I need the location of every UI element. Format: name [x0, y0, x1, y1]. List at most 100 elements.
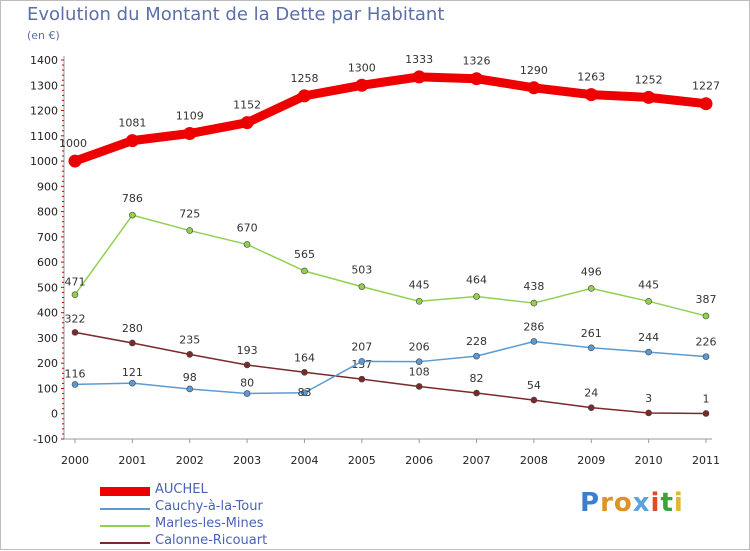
data-point	[129, 379, 136, 387]
data-point	[587, 344, 595, 352]
data-label: 464	[466, 273, 487, 286]
data-label: 387	[696, 293, 717, 306]
data-point	[243, 361, 251, 369]
data-point	[587, 404, 595, 411]
data-label: 228	[466, 335, 487, 348]
legend-swatch	[100, 542, 150, 544]
x-tick-label: 2009	[577, 454, 605, 467]
data-label: 1258	[290, 72, 318, 85]
data-point	[415, 358, 423, 365]
data-point	[530, 299, 538, 307]
legend-label: AUCHEL	[155, 482, 208, 497]
series-line-marles-les-mines	[74, 214, 707, 317]
data-label: 116	[65, 367, 86, 380]
data-point	[645, 297, 652, 305]
data-label: 1333	[405, 53, 433, 66]
y-tick-label: 0	[51, 408, 58, 421]
data-point	[473, 352, 480, 360]
data-point	[355, 78, 369, 92]
data-label: 121	[122, 366, 143, 379]
data-label: 98	[183, 371, 197, 384]
legend-label: Marles-les-Mines	[155, 516, 264, 531]
data-point	[243, 390, 251, 397]
data-point	[186, 227, 194, 234]
y-tick-label: 1400	[30, 54, 58, 67]
data-point	[301, 267, 308, 275]
y-tick-label: 1000	[30, 155, 58, 168]
data-point	[301, 368, 308, 376]
logo-letter: t	[660, 488, 674, 518]
data-label: 670	[237, 221, 258, 234]
y-tick-label: 200	[37, 357, 58, 370]
data-point	[129, 339, 136, 347]
data-point	[240, 116, 254, 130]
logo-letter: o	[613, 488, 633, 518]
data-point	[358, 283, 366, 290]
data-point	[415, 383, 423, 390]
data-point	[645, 409, 652, 417]
data-point	[702, 312, 710, 320]
x-tick-label: 2008	[520, 454, 548, 467]
legend-swatch	[100, 487, 150, 496]
data-label: 565	[294, 248, 315, 261]
y-tick-label: 900	[37, 180, 58, 193]
x-tick-label: 2010	[635, 454, 663, 467]
data-point	[129, 211, 136, 219]
proxiti-logo: Proxiti	[580, 488, 684, 518]
data-point	[68, 154, 82, 168]
data-label: 193	[237, 344, 258, 357]
data-label: 108	[409, 365, 430, 378]
y-tick-label: 1100	[30, 130, 58, 143]
x-tick-label: 2011	[692, 454, 720, 467]
data-label: 83	[297, 386, 311, 399]
data-label: 80	[240, 377, 254, 390]
x-tick-label: 2006	[405, 454, 433, 467]
data-point	[183, 127, 197, 141]
data-point	[699, 97, 713, 111]
x-tick-label: 2002	[176, 454, 204, 467]
y-tick-label: 700	[37, 231, 58, 244]
logo-letter: i	[673, 488, 684, 518]
data-point	[71, 291, 79, 299]
data-point	[186, 351, 194, 358]
series-line-auchel	[70, 72, 711, 166]
data-label: 261	[581, 327, 602, 340]
data-label: 1252	[635, 73, 663, 86]
y-tick-label: 300	[37, 332, 58, 345]
data-label: 471	[65, 276, 86, 289]
x-tick-label: 2007	[463, 454, 491, 467]
data-point	[530, 396, 538, 404]
data-point	[412, 70, 426, 84]
y-tick-label: -100	[33, 433, 58, 446]
data-label: 1300	[348, 61, 376, 74]
data-label: 1227	[692, 80, 720, 93]
data-point	[415, 297, 423, 305]
data-label: 206	[409, 341, 430, 354]
data-point	[125, 134, 139, 148]
chart-title: Evolution du Montant de la Dette par Hab…	[27, 4, 445, 25]
data-point	[473, 293, 480, 300]
logo-letter: i	[650, 488, 661, 518]
data-label: 1109	[176, 110, 204, 123]
x-tick-label: 2001	[118, 454, 146, 467]
data-point	[186, 385, 194, 393]
data-label: 1326	[463, 55, 491, 68]
data-label: 1290	[520, 64, 548, 77]
data-label: 438	[523, 280, 544, 293]
data-point	[358, 358, 366, 365]
data-point	[358, 375, 366, 383]
data-point	[530, 338, 538, 345]
series-line-calonne-ricouart	[74, 331, 707, 415]
data-label: 1	[703, 392, 710, 405]
data-label: 280	[122, 322, 143, 335]
data-label: 786	[122, 192, 143, 205]
data-point	[645, 348, 652, 356]
legend-label: Cauchy-à-la-Tour	[155, 499, 263, 514]
data-label: 445	[638, 278, 659, 291]
legend-swatch	[100, 525, 150, 527]
data-label: 445	[409, 278, 430, 291]
chart-subtitle: (en €)	[27, 29, 60, 42]
data-label: 286	[523, 320, 544, 333]
